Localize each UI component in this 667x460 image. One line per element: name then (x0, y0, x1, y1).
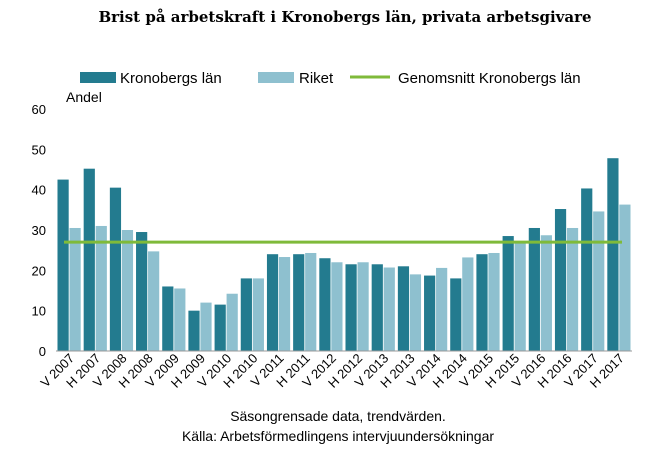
bar-riket (383, 267, 395, 351)
chart-title: Brist på arbetskraft i Kronobergs län, p… (98, 8, 591, 26)
y-axis-ticks: 0 10 20 30 40 50 60 (32, 102, 46, 359)
bar-riket (278, 257, 291, 351)
y-tick-label: 10 (32, 304, 46, 319)
bar-riket (95, 225, 107, 351)
bar-kronoberg (607, 158, 619, 351)
bar-kronoberg (83, 168, 95, 351)
bar-kronoberg (162, 286, 174, 351)
bar-kronoberg (581, 188, 593, 351)
bar-kronoberg (397, 266, 410, 351)
bar-kronoberg (371, 264, 383, 351)
bar-riket (540, 235, 552, 351)
bar-kronoberg (554, 209, 567, 351)
bar-riket (226, 293, 238, 351)
bar-kronoberg (319, 258, 331, 351)
y-tick-label: 20 (32, 263, 46, 278)
bar-riket (566, 227, 579, 351)
bar-riket (121, 230, 134, 351)
y-tick-label: 50 (32, 142, 46, 157)
footer-line-1: Säsongrensade data, trendvärden. (230, 408, 446, 424)
bar-riket (514, 242, 526, 351)
bar-kronoberg (528, 227, 540, 351)
bar-riket (174, 288, 186, 351)
legend-swatch-riket (258, 72, 294, 83)
bar-kronoberg (57, 179, 69, 351)
bars (57, 158, 631, 351)
y-tick-label: 60 (32, 102, 46, 117)
legend: Kronobergs län Riket Genomsnitt Kronober… (80, 70, 581, 87)
bar-kronoberg (188, 310, 200, 351)
legend-swatch-kronoberg (80, 72, 116, 83)
bar-riket (488, 252, 500, 351)
bar-kronoberg (214, 304, 226, 351)
bar-riket (305, 252, 317, 351)
bar-riket (462, 257, 474, 351)
bar-riket (200, 302, 212, 351)
bar-kronoberg (136, 232, 148, 351)
bar-kronoberg (109, 187, 122, 351)
y-tick-label: 0 (39, 344, 46, 359)
legend-label-riket: Riket (299, 70, 334, 87)
bar-kronoberg (450, 278, 462, 351)
bar-riket (436, 267, 448, 351)
bar-kronoberg (240, 278, 252, 351)
bar-riket (619, 204, 631, 351)
y-tick-label: 30 (32, 223, 46, 238)
bar-riket (357, 262, 369, 351)
bar-riket (252, 278, 264, 351)
bar-kronoberg (476, 254, 488, 351)
footer-line-2: Källa: Arbetsförmedlingens intervjuunder… (182, 428, 494, 444)
legend-label-kronoberg: Kronobergs län (120, 70, 222, 87)
bar-kronoberg (293, 254, 305, 351)
bar-riket (148, 251, 160, 351)
bar-kronoberg (424, 275, 436, 351)
bar-kronoberg (502, 236, 514, 351)
bar-riket (331, 262, 343, 351)
y-axis-label: Andel (66, 89, 102, 105)
bar-riket (593, 211, 605, 351)
bar-kronoberg (266, 254, 279, 351)
bar-riket (69, 227, 81, 351)
bar-riket (409, 274, 422, 351)
bar-kronoberg (345, 264, 357, 351)
y-tick-label: 40 (32, 183, 46, 198)
legend-label-genomsnitt: Genomsnitt Kronobergs län (398, 70, 581, 87)
